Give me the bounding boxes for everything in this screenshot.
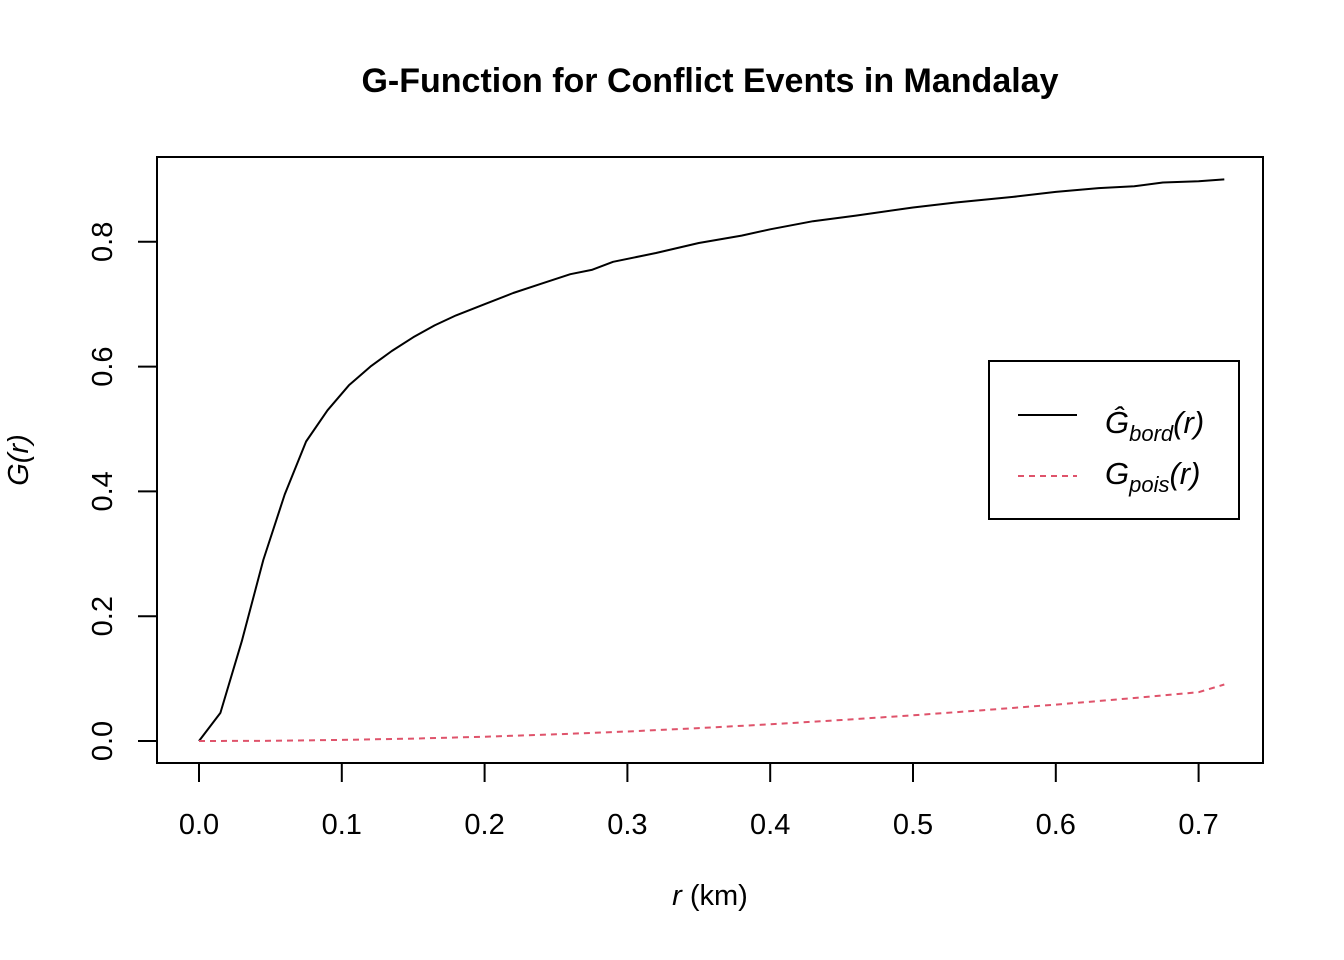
legend-box — [988, 360, 1240, 520]
series-line-gpois — [198, 683, 1225, 742]
x-tick-label: 0.2 — [464, 809, 504, 841]
x-tick-label: 0.7 — [1178, 809, 1218, 841]
legend-label-gpois: Gpois(r) — [1105, 456, 1200, 497]
y-axis-label-fn: G — [3, 463, 35, 486]
legend: Ĝbord(r) Gpois(r) — [988, 360, 1240, 520]
series-line-gbord — [198, 178, 1225, 742]
x-tick-label: 0.6 — [1036, 809, 1076, 841]
legend-gbord-sub: bord — [1129, 421, 1174, 446]
legend-gbord-main: Ĝ — [1105, 405, 1129, 440]
x-axis-label-var: r — [672, 880, 683, 912]
legend-gpois-arg: (r) — [1169, 456, 1200, 491]
y-tick-label: 0.6 — [87, 346, 119, 386]
y-axis: 0.0 0.2 0.4 0.6 0.8 — [87, 222, 158, 761]
y-tick-label: 0.4 — [87, 471, 119, 511]
x-axis: 0.0 0.1 0.2 0.3 0.4 0.5 0.6 0.7 — [179, 762, 1219, 841]
legend-gbord-arg: (r) — [1173, 405, 1204, 440]
y-tick-label: 0.2 — [87, 596, 119, 636]
x-tick-label: 0.0 — [179, 809, 219, 841]
y-axis-label: G(r) — [3, 434, 35, 486]
series-layer — [198, 178, 1225, 742]
x-tick-label: 0.3 — [607, 809, 647, 841]
x-tick-label: 0.5 — [893, 809, 933, 841]
y-axis-label-arg: (r) — [3, 434, 35, 463]
legend-gpois-sub: pois — [1128, 472, 1169, 497]
x-axis-label-unit: (km) — [690, 880, 748, 912]
x-tick-label: 0.1 — [322, 809, 362, 841]
x-axis-label: r (km) — [672, 880, 748, 912]
y-tick-label: 0.8 — [87, 222, 119, 262]
legend-label-gbord: Ĝbord(r) — [1105, 405, 1204, 446]
chart-title: G-Function for Conflict Events in Mandal… — [361, 62, 1058, 100]
y-tick-label: 0.0 — [87, 721, 119, 761]
legend-gpois-main: G — [1105, 456, 1129, 491]
x-tick-label: 0.4 — [750, 809, 790, 841]
